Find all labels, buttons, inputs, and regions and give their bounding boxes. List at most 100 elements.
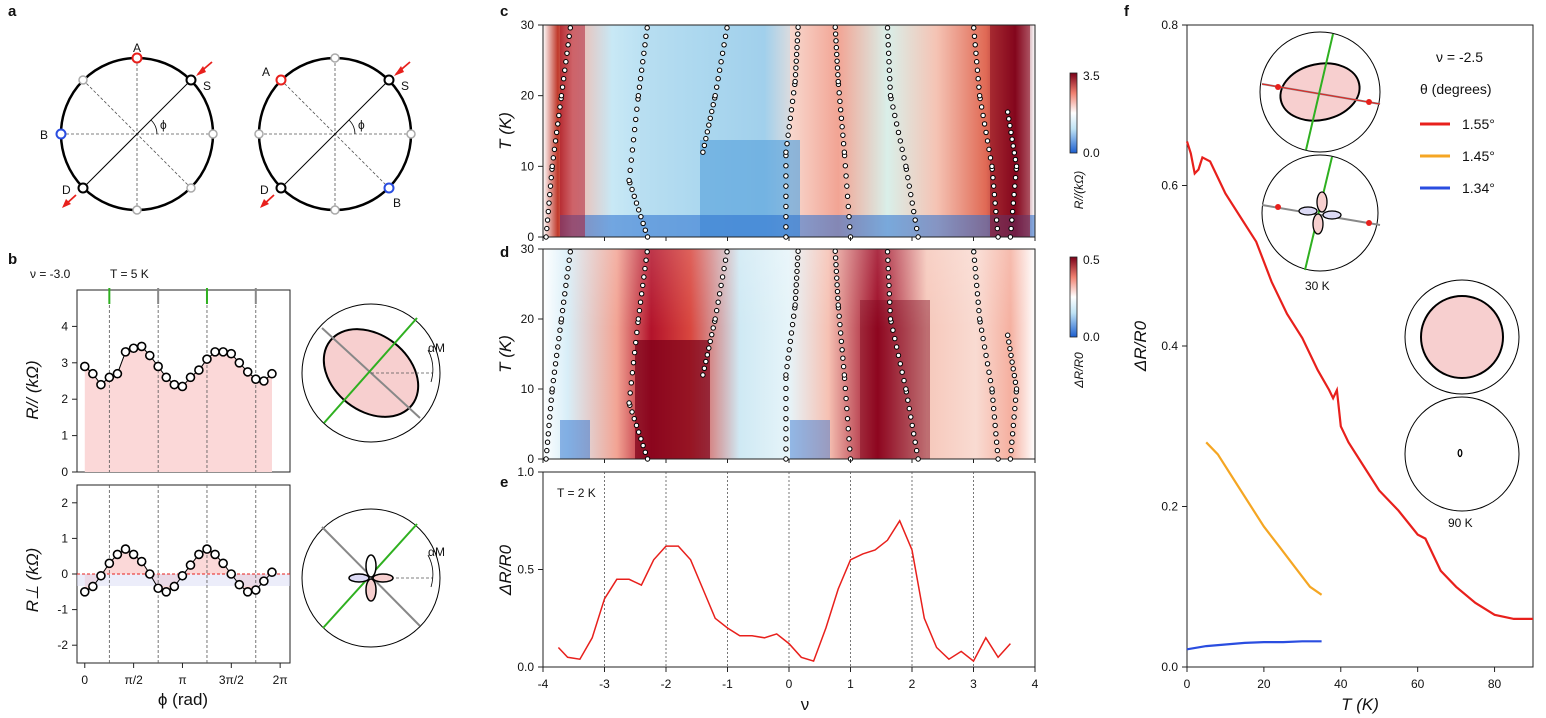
contour-dot: [1011, 150, 1018, 156]
contour-dot: [704, 129, 711, 135]
contour-dot: [793, 51, 800, 58]
b-data-point: [136, 556, 147, 567]
contour-dot: [1008, 225, 1014, 232]
b-data-point: [128, 343, 139, 354]
contour-dot: [1011, 191, 1017, 198]
b-ytick-label: 1: [61, 429, 68, 443]
contour-dot: [557, 327, 563, 333]
b-data-point: [120, 347, 131, 357]
contour-dot: [783, 395, 789, 402]
contour-dot: [972, 42, 978, 48]
contour-dot: [710, 102, 716, 108]
contour-dot: [629, 409, 635, 415]
f-xtick-label: 80: [1488, 677, 1502, 691]
contour-dot: [835, 295, 841, 301]
contour-dot: [1009, 217, 1015, 223]
contour-dot: [845, 203, 851, 210]
contour-dot: [641, 274, 647, 280]
contour-dot: [989, 163, 995, 170]
f-inset-30K-perp: [1261, 154, 1381, 272]
contour-dot: [840, 355, 846, 361]
f-legend: 1.55° 1.45° 1.34°: [1420, 116, 1495, 196]
b-data-point: [144, 569, 155, 579]
contour-dot: [628, 380, 635, 386]
contour-dot: [643, 33, 649, 40]
contour-dot: [1010, 200, 1017, 206]
contour-dot: [846, 436, 852, 442]
f-xtick-label: 60: [1411, 677, 1425, 691]
label-phi: ϕ: [160, 118, 167, 132]
contour-dot: [634, 106, 640, 112]
contour-dot: [565, 265, 571, 272]
contour-dot: [559, 307, 566, 314]
e-ylabel: ΔR/R0: [496, 544, 515, 596]
contour-dot: [890, 104, 896, 110]
contour-dot: [1009, 431, 1016, 437]
contour-dot: [837, 98, 843, 105]
f-ytick-label: 0.6: [1161, 179, 1178, 193]
contour-dot: [546, 200, 552, 206]
contour-dot: [634, 329, 640, 336]
contour-dot: [548, 174, 554, 181]
contour-dot: [833, 268, 840, 275]
contour-dot: [544, 439, 551, 445]
contour-dot: [978, 327, 985, 333]
contour-dot: [794, 261, 801, 268]
f-series-line-1.45°: [1205, 441, 1323, 596]
contour-dot: [1012, 379, 1019, 385]
f-ytick-label: 0.8: [1161, 18, 1178, 32]
contour-dot: [887, 92, 894, 99]
b-data-point: [104, 558, 115, 569]
contour-dot: [545, 431, 551, 437]
contour-dot: [783, 234, 789, 240]
panel-c-heatmap: [543, 25, 1035, 237]
e-T-text: T = 2 K: [557, 486, 596, 500]
contact-a: [131, 52, 143, 64]
contour-dot: [885, 42, 891, 48]
contour-dot: [640, 220, 646, 227]
contour-dot: [557, 104, 563, 110]
heatmap-ytick-label: 10: [521, 159, 535, 173]
b-data-point: [177, 381, 188, 392]
c-dotted-lines: [543, 24, 1020, 240]
contour-dot: [840, 141, 847, 147]
contour-dot: [787, 338, 794, 345]
contour-dot: [556, 335, 562, 342]
contour-dot: [885, 274, 892, 280]
contour-dot: [644, 234, 651, 240]
contour-dot: [886, 59, 892, 65]
contour-dot: [844, 183, 850, 189]
contour-dot: [906, 183, 912, 189]
contour-dot: [887, 307, 893, 314]
contour-dot: [635, 207, 642, 213]
b-ytick-label: 1: [61, 531, 68, 545]
b-data-point: [242, 586, 253, 597]
d-cbar-min: 0.0: [1083, 330, 1100, 344]
contour-dot: [547, 191, 553, 198]
contour-dot: [887, 84, 893, 90]
contour-dot: [721, 42, 727, 48]
b-ylabel-par: R// (kΩ): [23, 360, 42, 419]
contour-dot: [626, 177, 632, 184]
b-data-point: [218, 558, 228, 569]
contour-dot: [984, 138, 991, 144]
contour-dot: [636, 307, 643, 314]
contour-dot: [1007, 345, 1013, 352]
b-inset-par: αM: [301, 303, 445, 443]
b-data-point: [267, 368, 277, 379]
contour-dot: [846, 213, 852, 220]
contour-dot: [987, 377, 994, 384]
contour-dot: [566, 257, 572, 263]
contour-dot: [838, 115, 845, 121]
contour-dot: [633, 422, 640, 429]
f-legend-label: 1.55°: [1462, 116, 1495, 132]
contour-dot: [795, 255, 801, 261]
e-xtick-label: 3: [970, 677, 977, 691]
contour-dot: [642, 265, 648, 272]
contour-dot: [547, 183, 554, 189]
b-ytick-label: 0: [61, 465, 68, 479]
contour-dot: [1010, 422, 1017, 429]
d-ylabel: T (K): [496, 335, 515, 373]
contour-dot: [564, 274, 570, 280]
contour-dot: [913, 447, 920, 454]
